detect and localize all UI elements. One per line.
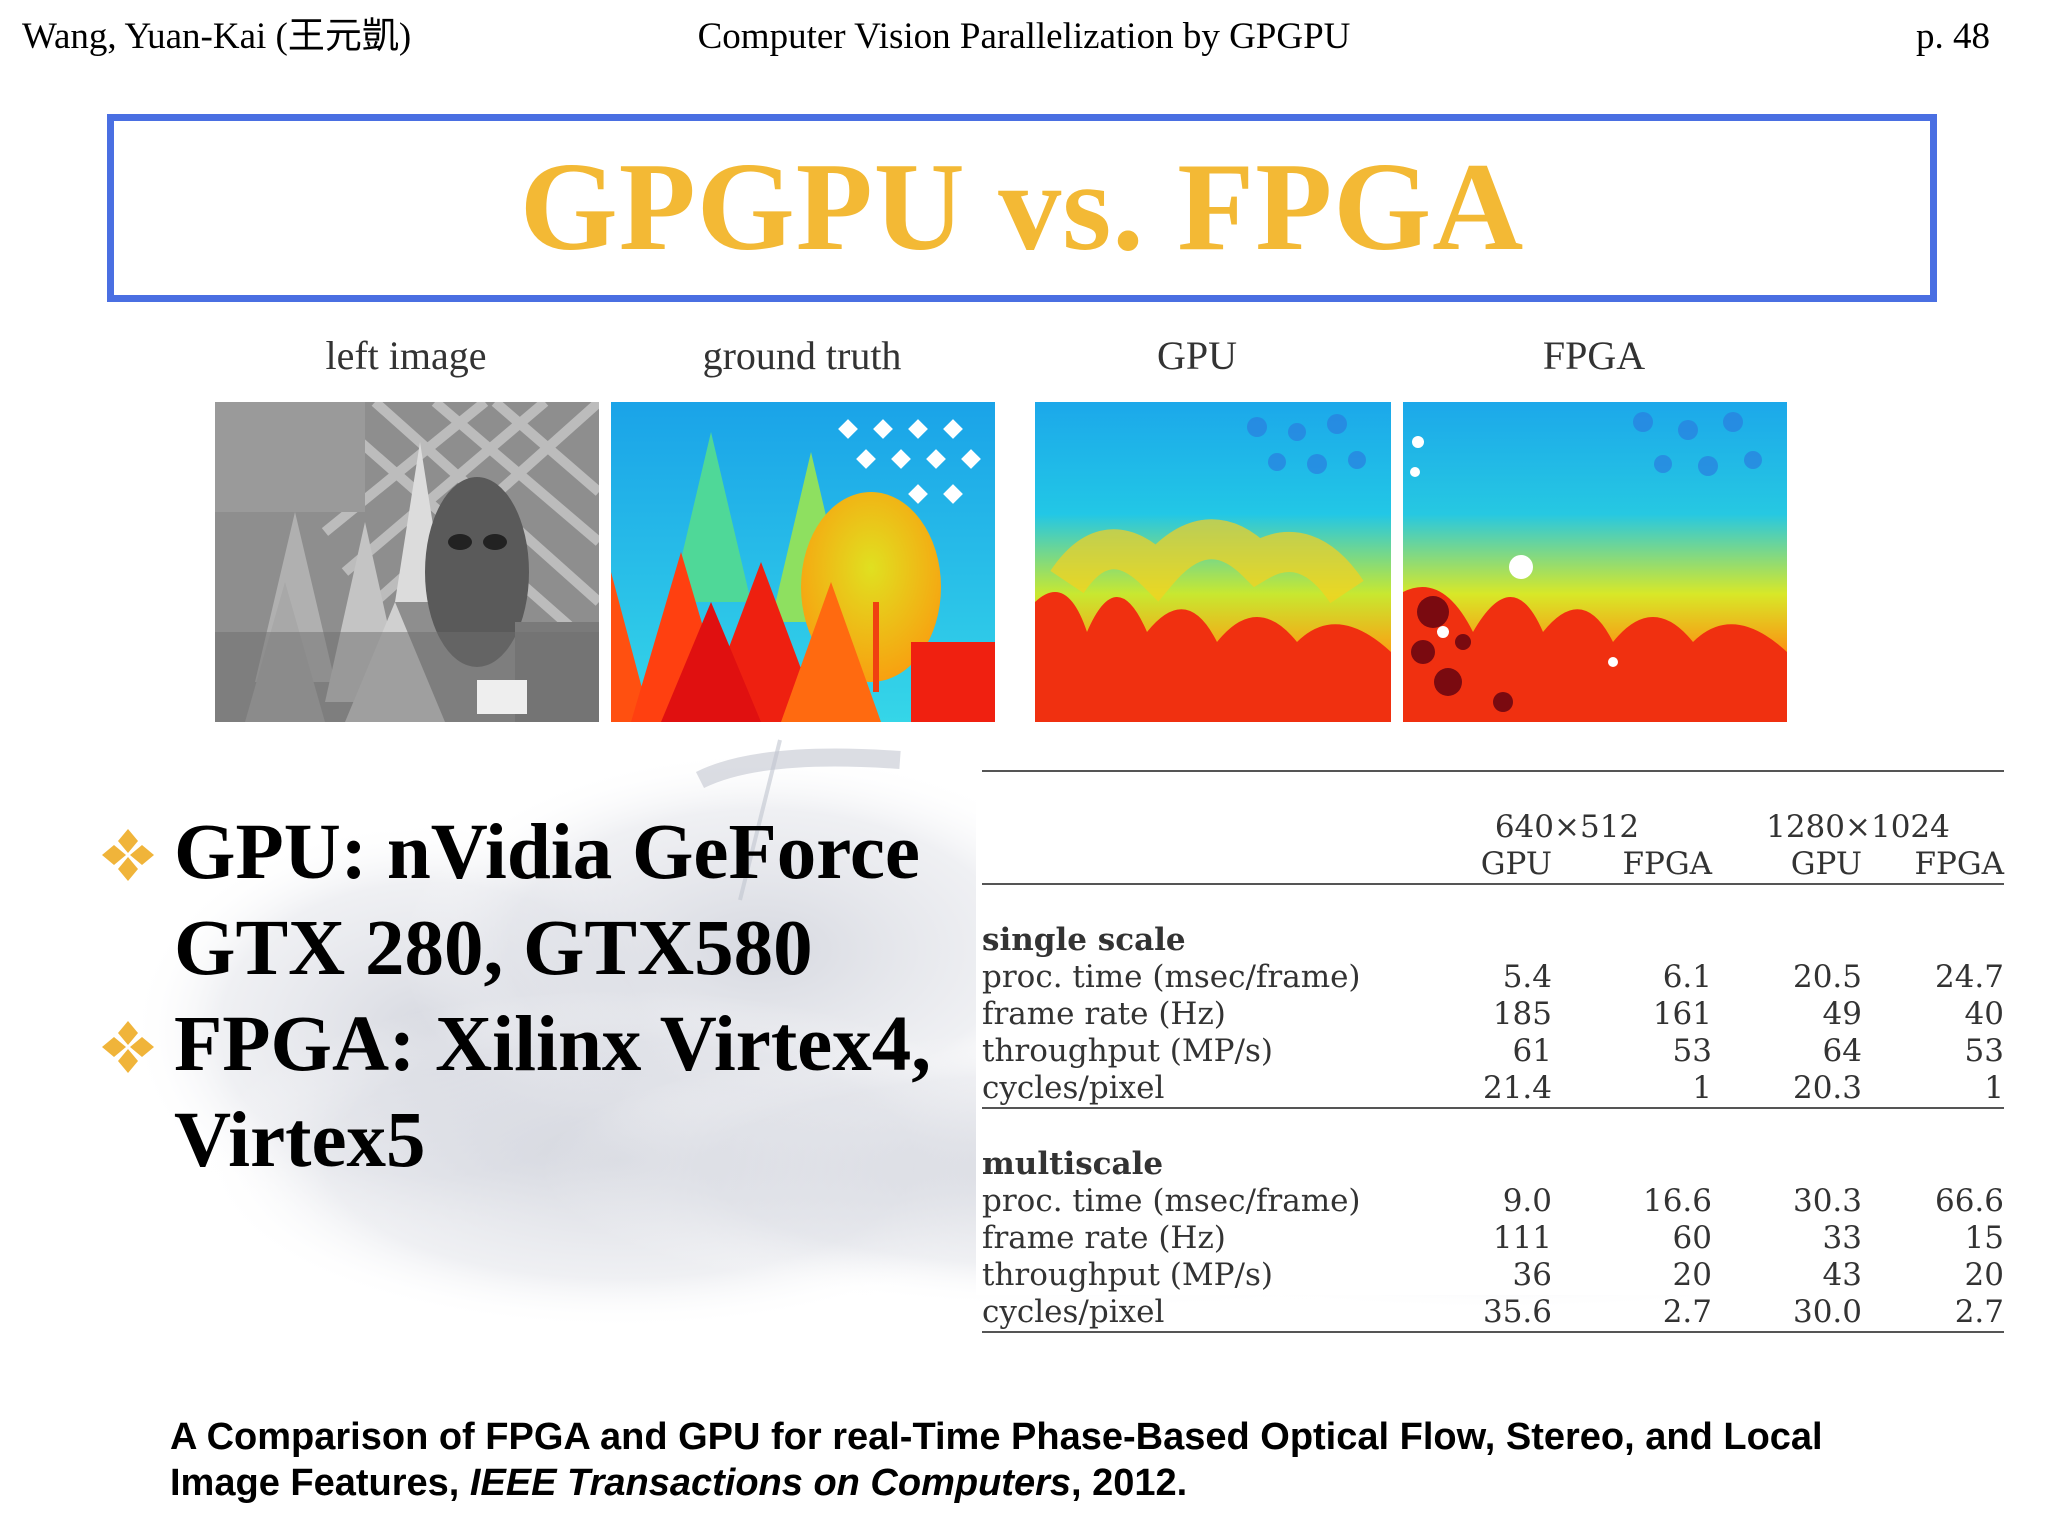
fpga-result-panel <box>1403 402 1787 722</box>
bullet-list: GPU: nVidia GeForce GTX 280, GTX580 FPGA… <box>100 805 960 1189</box>
cell: 64 <box>1822 1033 1862 1069</box>
slide-title: GPGPU vs. FPGA <box>519 138 1525 277</box>
bullet-gpu-line1: GPU: nVidia GeForce <box>174 809 920 896</box>
cell: 53 <box>1672 1033 1712 1069</box>
cell: 30.0 <box>1712 1294 1862 1333</box>
cell: 21.4 <box>1482 1070 1552 1106</box>
cell: 185 <box>1492 996 1552 1032</box>
diamond-bullet-icon <box>102 829 154 881</box>
title-box: GPGPU vs. FPGA <box>107 114 1937 302</box>
bullet-gpu-line2: GTX 280, GTX580 <box>174 905 813 992</box>
row-label: throughput (MP/s) <box>982 1033 1273 1069</box>
reference-citation: A Comparison of FPGA and GPU for real-Ti… <box>170 1414 1930 1506</box>
row-label: frame rate (Hz) <box>982 1220 1226 1256</box>
caption-ground-truth: ground truth <box>702 333 902 378</box>
row-label: frame rate (Hz) <box>982 996 1226 1032</box>
caption-gpu: GPU <box>1156 333 1238 378</box>
row-label: cycles/pixel <box>982 1294 1422 1333</box>
diamond-bullet-icon <box>102 1021 154 1073</box>
cell: 161 <box>1652 996 1712 1032</box>
cell: 40 <box>1964 996 2004 1032</box>
bullet-fpga: FPGA: Xilinx Virtex4, Virtex5 <box>100 997 960 1189</box>
group-label-single: single scale <box>982 922 1186 958</box>
cell: 1 <box>1692 1070 1712 1106</box>
cell: 30.3 <box>1792 1183 1862 1219</box>
cell: 20.3 <box>1792 1070 1862 1106</box>
row-label: proc. time (msec/frame) <box>982 959 1361 995</box>
cell: 43 <box>1822 1257 1862 1293</box>
page-number: p. 48 <box>1916 16 1990 57</box>
cell: 9.0 <box>1502 1183 1552 1219</box>
table-row: proc. time (msec/frame) 9.0 16.6 30.3 66… <box>982 1183 2004 1220</box>
col-fpga-b: FPGA <box>1914 846 2004 882</box>
cell: 20 <box>1672 1257 1712 1293</box>
cell: 20.5 <box>1792 959 1862 995</box>
resolution-1280: 1280×1024 <box>1766 809 1950 845</box>
reference-journal: IEEE Transactions on Computers <box>469 1462 1072 1504</box>
table-row: cycles/pixel 21.4 1 20.3 1 <box>982 1070 2004 1108</box>
cell: 61 <box>1512 1033 1552 1069</box>
cell: 2.7 <box>1552 1294 1712 1333</box>
resolution-640: 640×512 <box>1494 809 1640 845</box>
row-label: proc. time (msec/frame) <box>982 1183 1361 1219</box>
reference-text: A Comparison of FPGA and GPU for real-Ti… <box>170 1416 1823 1504</box>
author-name: Wang, Yuan-Kai (王元凱) <box>22 16 412 57</box>
cell: 36 <box>1512 1257 1552 1293</box>
bullet-fpga-line1: FPGA: Xilinx Virtex4, <box>174 1001 931 1088</box>
ground-truth-panel <box>611 402 995 722</box>
table-row: throughput (MP/s) 61 53 64 53 <box>982 1033 2004 1070</box>
gpu-result-panel <box>1007 402 1391 722</box>
table-row: proc. time (msec/frame) 5.4 6.1 20.5 24.… <box>982 959 2004 996</box>
cell: 49 <box>1822 996 1862 1032</box>
table-row: frame rate (Hz) 185 161 49 40 <box>982 996 2004 1033</box>
cell: 60 <box>1672 1220 1712 1256</box>
cell: 53 <box>1964 1033 2004 1069</box>
row-label: cycles/pixel <box>982 1070 1165 1106</box>
cell: 16.6 <box>1642 1183 1712 1219</box>
caption-left-image: left image <box>325 333 487 378</box>
cell: 35.6 <box>1422 1294 1552 1333</box>
cell: 15 <box>1964 1220 2004 1256</box>
bullet-fpga-line2: Virtex5 <box>174 1097 426 1184</box>
col-gpu-a: GPU <box>1480 846 1552 882</box>
performance-table: 640×512 1280×1024 GPU FPGA GPU FPGA sing… <box>976 770 2006 1333</box>
cell: 24.7 <box>1934 959 2004 995</box>
col-fpga-a: FPGA <box>1622 846 1712 882</box>
reference-year: , 2012. <box>1071 1462 1188 1504</box>
cell: 1 <box>1984 1070 2004 1106</box>
cell: 111 <box>1492 1220 1552 1256</box>
left-image-panel <box>215 402 599 722</box>
cell: 6.1 <box>1662 959 1712 995</box>
cell: 33 <box>1822 1220 1862 1256</box>
group-label-multi: multiscale <box>982 1146 1164 1182</box>
caption-fpga: FPGA <box>1542 333 1646 378</box>
cell: 66.6 <box>1934 1183 2004 1219</box>
col-gpu-b: GPU <box>1790 846 1862 882</box>
table-row: throughput (MP/s) 36 20 43 20 <box>982 1257 2004 1294</box>
bullet-gpu: GPU: nVidia GeForce GTX 280, GTX580 <box>100 805 960 997</box>
cell: 5.4 <box>1502 959 1552 995</box>
cell: 20 <box>1964 1257 2004 1293</box>
table-row: frame rate (Hz) 111 60 33 15 <box>982 1220 2004 1257</box>
course-title: Computer Vision Parallelization by GPGPU <box>697 16 1351 57</box>
cell: 2.7 <box>1862 1294 2004 1333</box>
row-label: throughput (MP/s) <box>982 1257 1273 1293</box>
table-row: cycles/pixel 35.6 2.7 30.0 2.7 <box>982 1294 2004 1333</box>
